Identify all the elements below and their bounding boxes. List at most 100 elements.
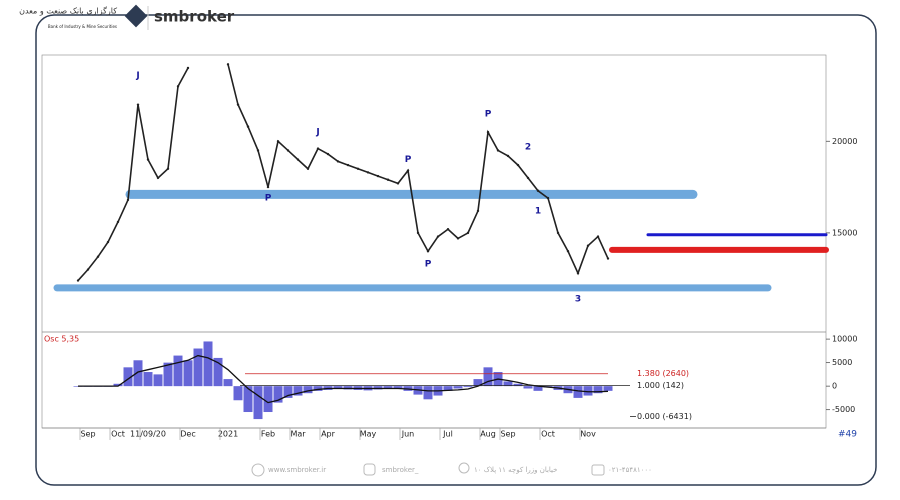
card	[35, 14, 877, 486]
price-point	[136, 103, 140, 106]
osc-bar	[333, 386, 343, 389]
x-tick-label: Jul	[442, 430, 453, 439]
osc-bar	[113, 383, 123, 387]
wave-label: P	[485, 109, 492, 119]
price-point	[106, 240, 110, 244]
price-point	[426, 250, 430, 253]
x-tick-label: Dec	[180, 430, 195, 439]
osc-bar	[463, 386, 473, 388]
price-point	[146, 158, 150, 161]
price-point	[476, 209, 480, 213]
price-point	[306, 167, 310, 170]
osc-bar	[573, 386, 583, 398]
osc-bar	[473, 379, 483, 387]
price-point	[496, 149, 500, 152]
osc-bar	[423, 386, 433, 400]
price-point	[406, 169, 410, 172]
osc-bar	[453, 386, 463, 389]
fib-label: 1.000 (142)	[637, 381, 684, 390]
osc-bar	[383, 386, 393, 389]
price-point	[156, 176, 160, 180]
osc-bar	[313, 386, 323, 391]
price-point	[526, 176, 530, 180]
brand: smbroker	[154, 8, 235, 26]
price-point	[266, 185, 270, 189]
footer-instagram: smbroker_	[382, 466, 419, 474]
price-point	[436, 235, 440, 238]
price-point	[316, 147, 320, 150]
wave-label: P	[265, 194, 272, 204]
x-tick-label: Feb	[261, 430, 275, 439]
price-point	[286, 149, 290, 152]
price-point	[176, 85, 180, 88]
bank-name-en: Bank of Industry & Mine Securities	[48, 24, 117, 29]
y-tick-label: -5000	[832, 405, 855, 414]
osc-bar	[243, 386, 253, 413]
x-tick-label: 2021	[218, 430, 238, 439]
bank-name: کارگزاری بانک صنعت و معدن	[19, 6, 117, 16]
price-point	[86, 268, 90, 271]
price-point	[416, 231, 420, 235]
x-tick-label: 11/09/20	[130, 430, 166, 439]
signal-line	[78, 354, 609, 404]
y-tick-label: 15000	[832, 228, 857, 237]
price-point	[166, 167, 170, 170]
x-tick-label: Oct	[111, 430, 125, 439]
osc-bar	[173, 355, 183, 387]
x-tick-label: Nov	[580, 430, 596, 439]
osc-bar	[393, 386, 403, 389]
price-point	[396, 182, 400, 185]
footer-phone: ۰۲۱-۴۵۴۸۱۰۰۰	[608, 466, 652, 474]
fib-label: 0.000 (-6431)	[637, 412, 692, 421]
x-tick-label: Sep	[80, 430, 95, 439]
price-point	[236, 103, 240, 106]
price-point	[446, 228, 450, 231]
osc-bar	[523, 386, 533, 389]
price-point	[346, 163, 350, 167]
footer-address: خیابان وزرا کوچه ۱۱ پلاک ۱۰	[474, 466, 558, 474]
price-point	[116, 220, 120, 224]
footer: www.smbroker.ir smbroker_ خیابان وزرا کو…	[251, 462, 652, 477]
osc-bar	[233, 386, 243, 401]
x-tick-label: Jun	[401, 430, 415, 439]
wave-label: J	[315, 128, 319, 138]
price-point	[566, 250, 570, 253]
y-tick-label: 20000	[832, 137, 857, 146]
osc-bar	[253, 386, 263, 420]
osc-bar	[203, 341, 213, 387]
osc-bar	[603, 386, 613, 391]
osc-bar	[193, 348, 203, 387]
osc-bar	[503, 381, 513, 387]
osc-bar	[123, 367, 133, 387]
plots: 15000 20000 J P J P P P 2 1 3 Sep Oct 11/09/20 Dec 2021…	[44, 63, 857, 440]
price-point	[336, 160, 340, 163]
fib-label: 1.380 (2640)	[637, 369, 689, 378]
osc-bar	[583, 386, 593, 396]
price-point	[516, 163, 520, 167]
price-point	[246, 125, 250, 128]
panel-title: Osc 5,35	[44, 335, 79, 344]
x-tick-label: Aug	[480, 430, 496, 439]
osc-bar	[133, 360, 143, 387]
y-tick-label: 0	[832, 382, 837, 391]
osc-bar	[483, 367, 493, 387]
wave-label: P	[405, 155, 412, 165]
footer-website: www.smbroker.ir	[268, 466, 326, 474]
wave-label: P	[425, 260, 432, 270]
price-point	[596, 235, 600, 238]
x-tick-label: Apr	[321, 430, 336, 439]
price-point	[366, 171, 370, 174]
osc-bar	[143, 372, 153, 387]
price-point	[386, 178, 390, 181]
osc-bar	[213, 357, 223, 387]
price-point	[556, 231, 560, 235]
wave-label: 2	[525, 142, 531, 152]
y-tick-label: 10000	[832, 335, 857, 344]
wave-label: J	[135, 71, 139, 81]
osc-bar	[513, 383, 523, 387]
osc-bar	[163, 362, 173, 387]
price-point	[326, 152, 330, 156]
price-point	[76, 279, 80, 282]
price-point	[276, 140, 280, 143]
